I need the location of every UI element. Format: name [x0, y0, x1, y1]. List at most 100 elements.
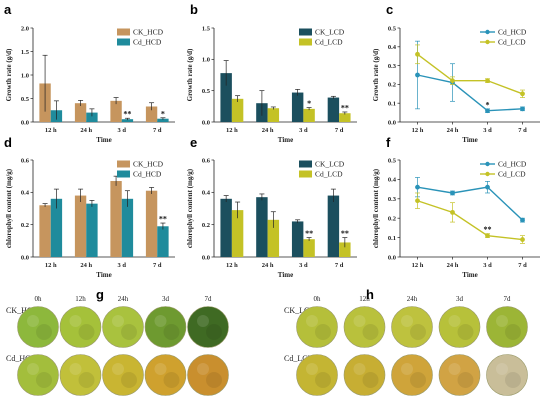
x-tick-label: 3 d: [118, 127, 127, 134]
time-header: 24h: [407, 295, 418, 303]
y-tick-label: 0.0: [202, 254, 210, 261]
culture-dish: [296, 354, 338, 396]
significance-marker: *: [307, 99, 311, 108]
significance-marker: **: [159, 215, 167, 224]
chart-panel-f: f 0.0 0.1 0.2 0.3 0.4 0.5 12 h 24 h 3 d 7 d Time chl…: [372, 135, 540, 279]
dish-shade: [36, 324, 52, 340]
x-tick-label: 7 d: [153, 127, 162, 134]
significance-marker: **: [341, 229, 349, 238]
dish-highlight: [401, 363, 413, 375]
culture-dish: [102, 306, 144, 348]
row-label: Cd_HCD: [6, 354, 36, 363]
dish-shade: [121, 372, 137, 388]
legend-label: Cd_LCD: [315, 38, 343, 47]
photo-panel-g: g 0h 12h 24h 3d 7d CK_HCD Cd_HCD: [6, 287, 229, 396]
significance-marker: **: [305, 229, 313, 238]
panel-label: g: [96, 287, 104, 302]
dish-highlight: [69, 363, 82, 375]
x-tick-label: 7 d: [518, 127, 527, 134]
y-tick-label: 0.3: [388, 196, 397, 203]
dish-highlight: [306, 363, 318, 375]
time-header: 12h: [359, 295, 370, 303]
y-tick-label: 0.5: [202, 88, 211, 95]
x-tick-label: 12 h: [412, 262, 424, 269]
time-header: 24h: [118, 295, 129, 303]
y-tick-label: 0.0: [202, 119, 210, 126]
dish-highlight: [27, 315, 39, 327]
data-point-Cd_LCD-24h: [450, 209, 455, 215]
time-header: 0h: [35, 295, 43, 303]
y-tick-label: 0.0: [21, 254, 29, 261]
significance-marker: *: [486, 100, 490, 109]
bar-Cd_LCD-7d: [339, 113, 351, 122]
data-point-Cd_HCD-3d: [485, 184, 490, 190]
x-axis-title: Time: [462, 271, 477, 279]
bar-Cd_HCD-7d: [157, 118, 169, 122]
bar-Cd_LCD-3d: [303, 108, 315, 122]
bar-Cd_HCD-12h: [50, 198, 63, 257]
dish-highlight: [154, 315, 167, 327]
significance-marker: **: [123, 110, 131, 119]
x-axis-title: Time: [462, 136, 477, 144]
dish-highlight: [353, 363, 366, 375]
significance-marker: *: [161, 109, 165, 118]
dish-shade: [206, 372, 222, 388]
y-tick-label: 0.1: [388, 101, 396, 108]
x-tick-label: 24 h: [447, 127, 459, 134]
legend-swatch-Cd_LCD: [299, 170, 312, 178]
panel-label: d: [4, 135, 12, 150]
dish-highlight: [401, 315, 413, 327]
legend-label: CK_LCD: [315, 28, 345, 37]
chart-panel-d: d 0.0 0.2 0.4 0.6 12 h 24 h 3 d 7 d Time chlorophy…: [4, 135, 175, 279]
culture-dish: [144, 354, 187, 396]
y-tick-label: 0.4: [388, 44, 397, 51]
bar-Cd_LCD-24h: [267, 108, 280, 122]
bar-CK_LCD-24h: [256, 197, 268, 257]
y-tick-label: 0.2: [21, 222, 29, 229]
x-tick-label: 12 h: [226, 127, 238, 134]
bar-CK_HCD-3d: [110, 181, 122, 257]
significance-marker: **: [484, 225, 492, 234]
y-axis-title: chlorophyll content (mg/g): [186, 168, 194, 248]
legend-label: CK_HCD: [133, 28, 164, 37]
series-line-Cd_HCD: [417, 186, 523, 221]
x-tick-label: 12 h: [45, 262, 57, 269]
time-header: 7d: [205, 295, 213, 303]
bar-CK_HCD-7d: [145, 190, 158, 257]
dish-highlight: [448, 315, 461, 327]
culture-dish: [486, 354, 528, 396]
dish-shade: [362, 324, 379, 340]
time-header: 3d: [162, 295, 170, 303]
legend-label: Cd_HCD: [133, 170, 162, 179]
y-tick-label: 0.3: [388, 63, 397, 70]
dish-highlight: [112, 315, 124, 327]
x-axis-title: Time: [278, 136, 293, 144]
y-tick-label: 0.4: [202, 190, 211, 197]
x-tick-label: 3 d: [299, 127, 308, 134]
dish-shade: [315, 372, 331, 388]
bar-CK_HCD-7d: [145, 106, 158, 122]
time-header: 0h: [314, 295, 322, 303]
bar-Cd_HCD-3d: [121, 119, 134, 122]
panel-label: f: [386, 135, 391, 150]
dish-shade: [505, 324, 521, 340]
bar-Cd_LCD-12h: [231, 210, 244, 257]
bar-Cd_LCD-3d: [303, 239, 315, 257]
data-point-Cd_LCD-12h: [415, 198, 420, 204]
dish-shade: [457, 372, 474, 388]
bar-CK_HCD-24h: [74, 195, 87, 257]
dish-shade: [362, 372, 379, 388]
x-tick-label: 7 d: [518, 262, 527, 269]
y-axis-title: chlorophyll content (mg/g): [5, 168, 13, 248]
bar-CK_LCD-3d: [291, 92, 304, 122]
x-axis-title: Time: [96, 136, 111, 144]
y-tick-label: 0.6: [21, 157, 30, 164]
dish-shade: [78, 324, 95, 340]
y-tick-label: 0.5: [388, 25, 397, 32]
culture-dish: [486, 306, 528, 348]
x-tick-label: 24 h: [262, 262, 274, 269]
y-tick-label: 1.0: [21, 72, 29, 79]
y-tick-label: 0.2: [388, 216, 396, 223]
data-point-Cd_LCD-24h: [450, 78, 455, 84]
dish-shade: [206, 324, 222, 340]
